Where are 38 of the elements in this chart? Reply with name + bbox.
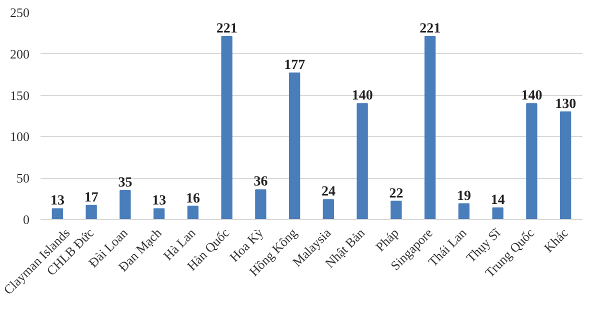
data-label: 19	[456, 188, 471, 204]
bar	[153, 208, 165, 220]
bar	[288, 72, 300, 220]
bar	[526, 103, 538, 220]
bar	[187, 206, 199, 220]
data-label: 177	[284, 58, 306, 73]
y-tick-label: 100	[10, 129, 30, 144]
data-label: 35	[118, 176, 132, 191]
bar	[356, 103, 368, 220]
bar	[560, 111, 572, 220]
bar	[492, 207, 504, 220]
data-label: 22	[389, 186, 404, 202]
bar	[458, 203, 470, 220]
y-tick-label: 50	[16, 170, 30, 186]
y-tick-label: 150	[10, 88, 30, 103]
data-label: 24	[321, 184, 336, 200]
y-tick-label: 200	[10, 46, 30, 62]
data-label: 140	[352, 88, 373, 104]
data-label: 221	[420, 22, 441, 37]
bar	[424, 36, 436, 220]
data-label: 13	[152, 194, 166, 209]
bar	[120, 190, 131, 220]
data-label: 16	[186, 191, 200, 206]
bar	[322, 199, 334, 220]
data-label: 14	[490, 192, 505, 208]
bar	[86, 204, 97, 220]
bar	[221, 36, 232, 220]
data-label: 17	[84, 190, 98, 206]
y-tick-label: 250	[10, 5, 30, 20]
data-label: 140	[521, 88, 542, 104]
bar	[255, 189, 266, 220]
y-tick-label: 0	[23, 212, 30, 227]
data-label: 130	[555, 96, 576, 112]
data-label: 221	[216, 22, 238, 37]
data-label: 13	[50, 194, 64, 209]
bar	[52, 208, 64, 220]
bar	[390, 200, 402, 220]
data-label: 36	[254, 174, 268, 190]
